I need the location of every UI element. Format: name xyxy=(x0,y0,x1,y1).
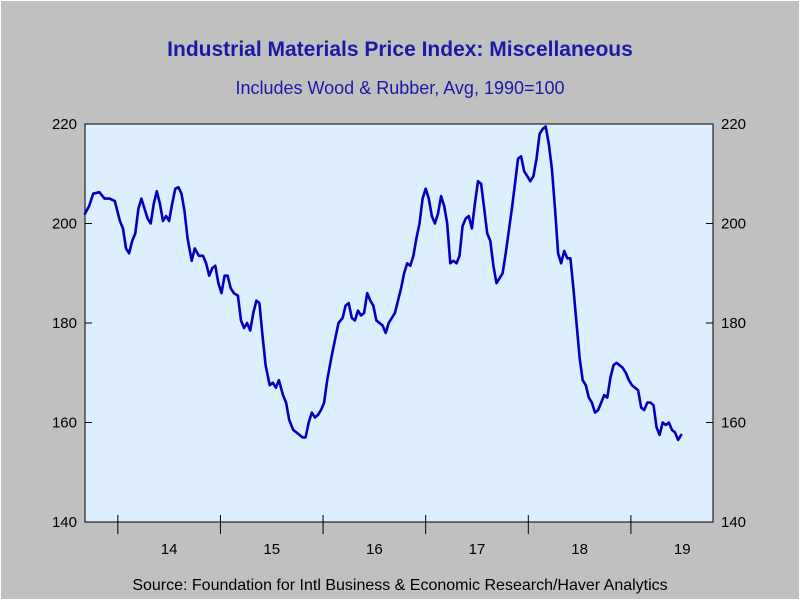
y-tick-label: 180 xyxy=(721,315,746,332)
y-axis-right: 140 160 180 200 220 xyxy=(706,116,746,531)
source-note: Source: Foundation for Intl Business & E… xyxy=(132,577,668,594)
y-tick-label: 200 xyxy=(721,216,746,233)
x-axis: 14 15 16 17 18 19 xyxy=(117,515,691,558)
x-tick-label: 17 xyxy=(469,541,486,558)
y-tick-label: 220 xyxy=(721,116,746,133)
y-tick-label: 160 xyxy=(52,415,77,432)
chart-title: Industrial Materials Price Index: Miscel… xyxy=(167,38,633,61)
y-axis-left: 140 160 180 200 220 xyxy=(52,116,92,531)
y-tick-label: 200 xyxy=(52,216,77,233)
y-tick-label: 180 xyxy=(52,315,77,332)
plot-area xyxy=(84,123,714,523)
series-line xyxy=(83,125,683,442)
y-tick-label: 220 xyxy=(52,116,77,133)
y-tick-label: 160 xyxy=(721,415,746,432)
y-tick-label: 140 xyxy=(52,514,77,531)
chart-subtitle: Includes Wood & Rubber, Avg, 1990=100 xyxy=(235,78,565,98)
x-tick-label: 14 xyxy=(161,541,178,558)
x-tick-label: 16 xyxy=(366,541,383,558)
x-tick-label: 15 xyxy=(263,541,280,558)
x-tick-label: 18 xyxy=(571,541,588,558)
y-tick-label: 140 xyxy=(721,514,746,531)
x-tick-label: 19 xyxy=(674,541,691,558)
